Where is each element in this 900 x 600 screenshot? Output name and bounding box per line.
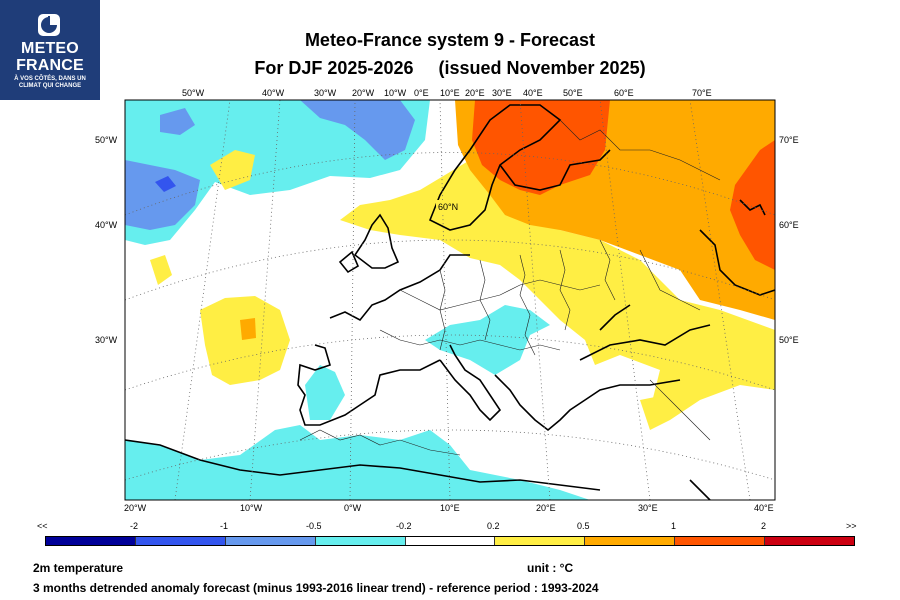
colorbar-label-1: << — [37, 521, 48, 531]
anomaly-yellow-se — [640, 395, 670, 430]
lat-label-right-1: 70°E — [779, 135, 799, 145]
lat-label-left-2: 40°W — [95, 220, 118, 230]
lon-label-top-9: 30°E — [492, 88, 512, 98]
lat-label-left-3: 30°W — [95, 335, 118, 345]
colorbar-label-6: 0.2 — [487, 521, 500, 531]
colorbar-segment-8 — [675, 537, 766, 545]
colorbar-label-3: -1 — [220, 521, 229, 531]
lon-label-top-1: 50°W — [182, 88, 205, 98]
lon-label-bottom-2: 10°W — [240, 503, 263, 513]
lon-label-top-2: 40°W — [262, 88, 285, 98]
meteo-france-logo-icon — [38, 14, 60, 36]
lon-label-top-4: 20°W — [352, 88, 375, 98]
lon-label-bottom-6: 30°E — [638, 503, 658, 513]
anomaly-blue-nw — [125, 160, 200, 230]
colorbar-segment-6 — [495, 537, 586, 545]
chart-title: Meteo-France system 9 - Forecast — [304, 30, 596, 50]
anomaly-blue-top — [300, 100, 415, 160]
colorbar-label-10: >> — [846, 521, 857, 531]
chart-subtitle: For DJF 2025-2026 (issued November 2025) — [0, 58, 900, 79]
anomaly-yellow-north — [340, 155, 775, 420]
lon-label-top-13: 70°E — [692, 88, 712, 98]
anomaly-red-scandinavia — [472, 100, 610, 195]
colorbar-segment-3 — [225, 537, 316, 545]
colorbar-segment-1 — [46, 537, 136, 545]
lon-label-bottom-3: 0°W — [344, 503, 362, 513]
anomaly-darkblue — [155, 176, 176, 192]
colorbar-segment-9 — [765, 537, 855, 545]
lat-label-left-1: 50°W — [95, 135, 118, 145]
anomaly-blue-small — [160, 108, 195, 135]
logo-wordmark: METEO FRANCE — [0, 40, 100, 74]
colorbar-segment-2 — [135, 537, 226, 545]
anomaly-yellow-atlantic — [200, 296, 290, 385]
colorbar-label-2: -2 — [130, 521, 139, 531]
lat-label-right-2: 60°E — [779, 220, 799, 230]
map-frame — [124, 99, 776, 501]
lon-label-top-12: 60°E — [614, 88, 634, 98]
lon-label-top-5: 10°W — [384, 88, 407, 98]
unit-label: unit : °C — [527, 561, 574, 575]
subtitle-season: For DJF 2025-2026 — [254, 58, 414, 78]
coastlines — [125, 104, 775, 500]
lon-label-top-7: 10°E — [440, 88, 460, 98]
anomaly-cyan-nw — [125, 100, 430, 245]
colorbar-segment-5 — [405, 537, 496, 545]
anomaly-red-east — [730, 140, 775, 270]
grid-lat-label: 60°N — [438, 202, 459, 212]
colorbar-label-7: 0.5 — [577, 521, 590, 531]
description-label: 3 months detrended anomaly forecast (min… — [33, 581, 599, 595]
anomaly-cyan-iberia — [305, 365, 345, 420]
lat-label-right-3: 50°E — [779, 335, 799, 345]
colorbar — [45, 536, 855, 546]
logo-tagline: À VOS CÔTÉS, DANS UN CLIMAT QUI CHANGE — [14, 76, 86, 89]
colorbar-label-4: -0.5 — [306, 521, 322, 531]
anomaly-cyan-balkans — [425, 305, 550, 375]
lon-label-bottom-1: 20°W — [124, 503, 147, 513]
colorbar-label-9: 2 — [761, 521, 767, 531]
anomaly-orange-small — [240, 318, 256, 340]
logo-line1: METEO — [21, 40, 79, 57]
colorbar-label-8: 1 — [671, 521, 677, 531]
lon-label-top-3: 30°W — [314, 88, 337, 98]
subtitle-issue: (issued November 2025) — [438, 58, 646, 78]
country-borders — [299, 119, 721, 456]
variable-label: 2m temperature — [33, 561, 124, 575]
anomaly-yellow-small — [210, 150, 255, 190]
graticule — [125, 100, 775, 500]
lon-label-bottom-7: 40°E — [754, 503, 774, 513]
lon-label-bottom-4: 10°E — [440, 503, 460, 513]
colorbar-label-5: -0.2 — [396, 521, 412, 531]
lon-label-bottom-5: 20°E — [536, 503, 556, 513]
lon-label-top-10: 40°E — [523, 88, 543, 98]
anomaly-yellow-small2 — [150, 255, 172, 285]
lon-label-top-8: 20°E — [465, 88, 485, 98]
logo-line2: FRANCE — [16, 57, 84, 74]
colorbar-segment-4 — [315, 537, 406, 545]
lon-label-top-6: 0°E — [414, 88, 429, 98]
lon-label-top-11: 50°E — [563, 88, 583, 98]
meteo-france-logo: METEO FRANCE À VOS CÔTÉS, DANS UN CLIMAT… — [0, 0, 100, 100]
grid-label-bg — [436, 200, 464, 214]
colorbar-segment-7 — [585, 537, 676, 545]
